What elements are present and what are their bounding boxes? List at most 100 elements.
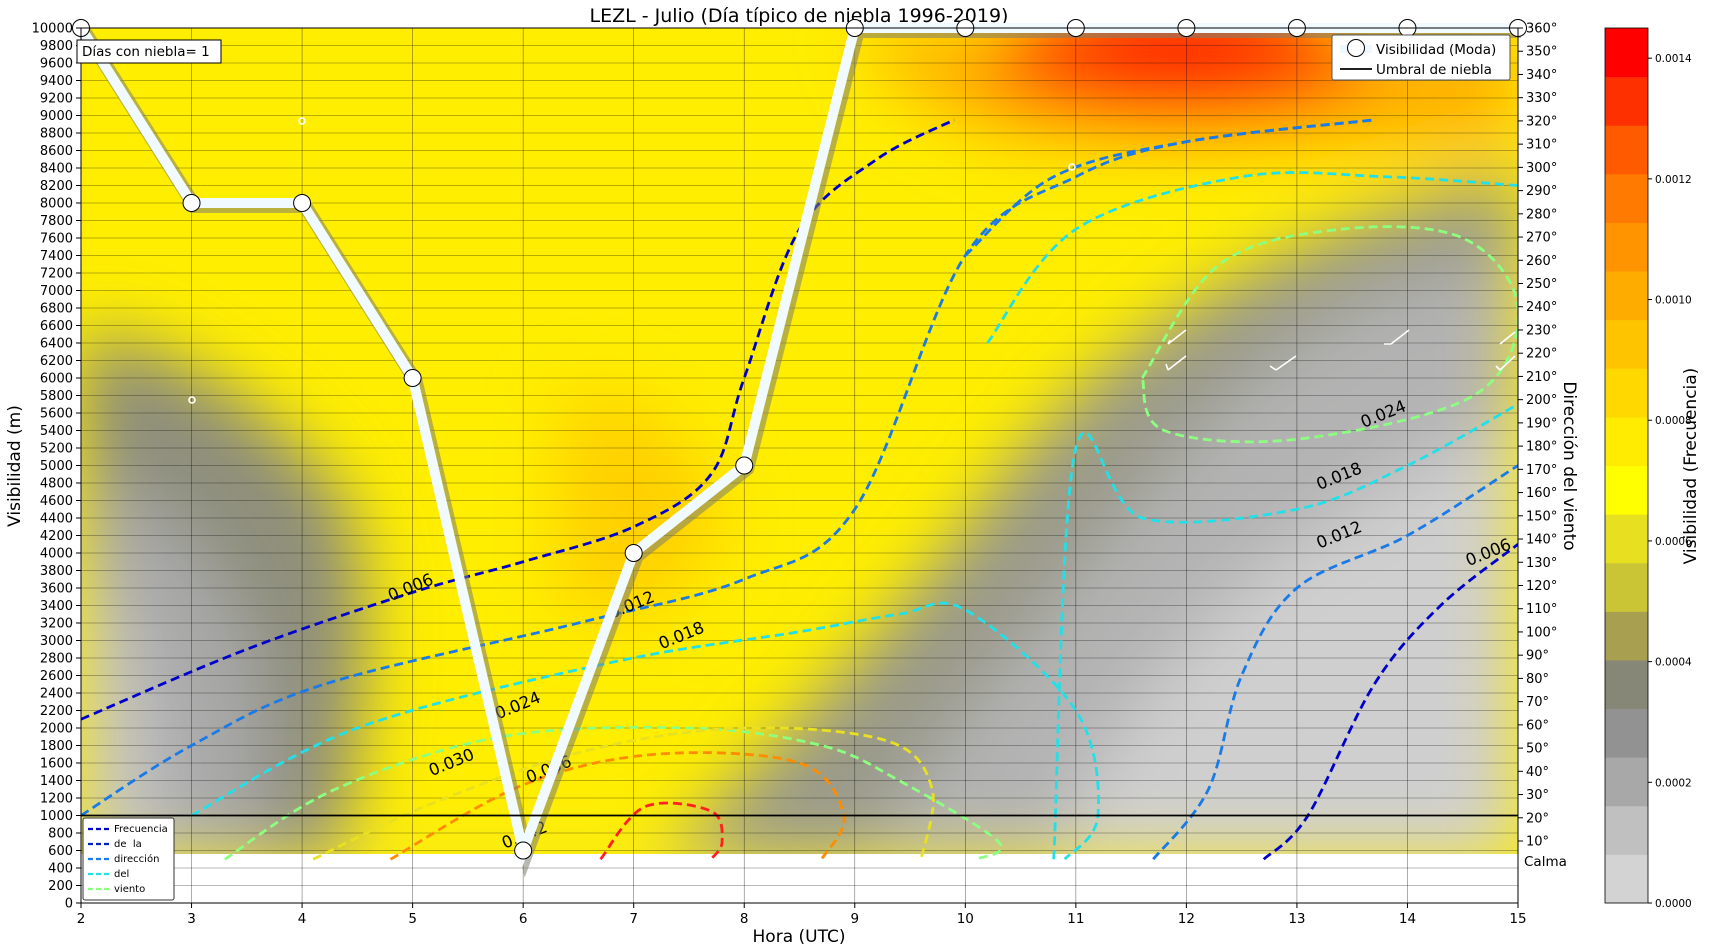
y2-tick-label: 10°: [1526, 835, 1549, 850]
y2-tick-label: 80°: [1526, 672, 1549, 687]
y-tick-label: 2400: [40, 687, 73, 702]
y-tick-label: 4000: [40, 547, 73, 562]
y2-tick-label: 220°: [1526, 347, 1557, 362]
y-tick-label: 2200: [40, 704, 73, 719]
colorbar-band: [1605, 708, 1648, 758]
mode-point: [293, 194, 312, 212]
colorbar-frame: [1604, 27, 1649, 904]
y-tick-label: 0: [65, 897, 73, 912]
y2-tick-label: 20°: [1526, 811, 1549, 826]
y-tick-label: 8800: [40, 127, 73, 142]
x-tick-label: 12: [1178, 911, 1195, 927]
x-tick-label: 14: [1399, 911, 1416, 927]
y-tick-label: 6200: [40, 354, 73, 369]
colorbar-label: Visibilidad (Frecuencia): [1681, 368, 1701, 565]
x-axis-label: Hora (UTC): [753, 927, 846, 947]
y-tick-label: 3000: [40, 634, 73, 649]
legend-marker-icon: [1347, 39, 1365, 57]
y2-tick-label: 300°: [1526, 161, 1557, 176]
y2-tick-label: 50°: [1526, 742, 1549, 757]
y2-tick-label: 60°: [1526, 718, 1549, 733]
y2-tick-label: 170°: [1526, 463, 1557, 478]
colorbar-band: [1605, 368, 1648, 418]
y-tick-label: 5000: [40, 459, 73, 474]
fog-days-annotation: Días con niebla= 1: [82, 44, 210, 60]
wind-legend-entry: Frecuencia: [114, 824, 168, 835]
y2-tick-label: 270°: [1526, 231, 1557, 246]
x-tick-label: 6: [519, 911, 528, 927]
wind-contour-line: [81, 118, 1375, 817]
y-tick-label: 5600: [40, 407, 73, 422]
wind-contour-line: [599, 801, 724, 861]
x-tick-label: 2: [77, 911, 86, 927]
y-tick-label: 7000: [40, 284, 73, 299]
x-tick-label: 4: [298, 911, 307, 927]
y2-tick-label: 230°: [1526, 323, 1557, 338]
colorbar-tick-label: 0.0006: [1655, 536, 1692, 548]
fog-days-box: [76, 39, 222, 64]
y-tick-label: 1800: [40, 739, 73, 754]
legend-entry-mode: Visibilidad (Moda): [1376, 42, 1496, 58]
mode-point: [182, 194, 201, 212]
y-tick-label: 1400: [40, 774, 73, 789]
colorbar: 0.0000 0.0002 0.0004 0.0006 0.0008 0.0010 0.00…: [1604, 27, 1692, 910]
x-tick-label: 9: [850, 911, 859, 927]
y-tick-label: 7200: [40, 267, 73, 282]
colorbar-band: [1605, 271, 1648, 321]
y2-tick-label: 250°: [1526, 277, 1557, 292]
y-tick-label: 8200: [40, 179, 73, 194]
colorbar-band: [1605, 805, 1648, 855]
main-legend: Visibilidad (Moda) Umbral de niebla: [1331, 34, 1511, 81]
wind-contour-line: [81, 118, 955, 721]
y2-tick-label: 320°: [1526, 114, 1557, 129]
y2-tick-label: 340°: [1526, 68, 1557, 83]
y-tick-label: 3800: [40, 564, 73, 579]
y2-tick-label: 240°: [1526, 300, 1557, 315]
colorbar-band: [1605, 465, 1648, 515]
y-axis-ticks: 0 200 400 600 800 1000 1200 1400 1600 1800 2000 220…: [32, 22, 81, 912]
y-tick-label: 8400: [40, 162, 73, 177]
y2-tick-label: 190°: [1526, 416, 1557, 431]
y-tick-label: 2600: [40, 669, 73, 684]
colorbar-tick-label: 0.0008: [1655, 415, 1692, 427]
y-tick-label: 800: [48, 827, 73, 842]
mode-point: [514, 841, 533, 860]
y-tick-label: 200: [48, 879, 73, 894]
y-tick-label: 9600: [40, 57, 73, 72]
wind-contour-line: [1140, 225, 1518, 444]
colorbar-band: [1605, 173, 1648, 223]
y2-tick-label: 280°: [1526, 207, 1557, 222]
x-axis-ticks: 2 3 4 5 6 7 8 9 10 11 12 13 14 15: [77, 903, 1527, 927]
y-tick-label: 600: [48, 844, 73, 859]
x-tick-label: 5: [408, 911, 417, 927]
mode-point: [735, 456, 754, 475]
y-tick-label: 2800: [40, 652, 73, 667]
y2-tick-label: 200°: [1526, 393, 1557, 408]
y-tick-label: 4600: [40, 494, 73, 509]
y2-tick-label: 120°: [1526, 579, 1557, 594]
y-tick-label: 3400: [40, 599, 73, 614]
y2-tick-label: 140°: [1526, 533, 1557, 548]
y-tick-label: 6600: [40, 319, 73, 334]
mode-point: [624, 544, 643, 562]
colorbar-tick-label: 0.0010: [1655, 295, 1692, 307]
y-tick-label: 4400: [40, 512, 73, 527]
colorbar-band: [1605, 28, 1648, 78]
colorbar-tick-label: 0.0014: [1655, 53, 1692, 65]
y2-tick-label: 70°: [1526, 695, 1549, 710]
calm-label: Calma: [1524, 854, 1567, 870]
y2-tick-label: 150°: [1526, 509, 1557, 524]
y2-tick-label: 260°: [1526, 254, 1557, 269]
x-tick-label: 15: [1509, 911, 1526, 927]
y2-tick-label: 310°: [1526, 138, 1557, 153]
colorbar-tick-label: 0.0002: [1655, 777, 1692, 789]
y-tick-label: 9400: [40, 74, 73, 89]
wind-barbs: [188, 117, 1516, 404]
y2-tick-label: 110°: [1526, 602, 1557, 617]
y-tick-label: 9200: [40, 92, 73, 107]
y-tick-label: 3200: [40, 617, 73, 632]
y-tick-label: 2000: [40, 722, 73, 737]
mode-point: [403, 369, 422, 387]
colorbar-tick-label: 0.0012: [1655, 174, 1692, 186]
